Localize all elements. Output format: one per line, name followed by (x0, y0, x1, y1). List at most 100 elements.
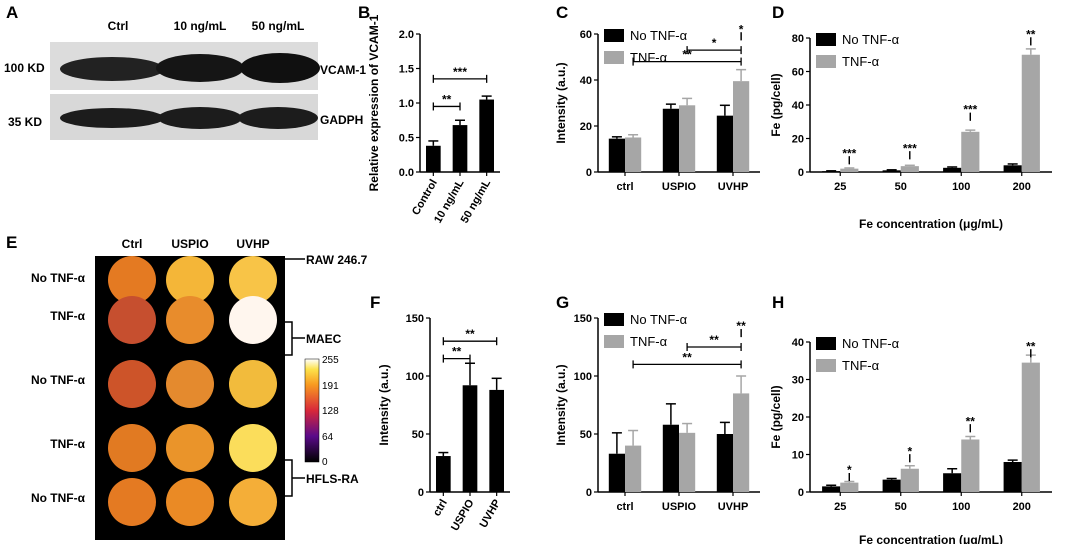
bar (900, 166, 919, 172)
y-tick-label: 20 (792, 134, 804, 146)
bar (625, 445, 642, 492)
x-tick-label: UVHP (718, 501, 749, 513)
significance-label: *** (963, 103, 977, 117)
bar (961, 439, 980, 492)
x-tick-label: ctrl (616, 181, 633, 193)
blot-band (238, 107, 318, 129)
colorbar-tick: 191 (322, 381, 339, 392)
bar (822, 486, 841, 492)
significance-label: ** (1026, 27, 1036, 41)
bar (733, 81, 750, 172)
legend-label: No TNF-α (842, 32, 900, 47)
bar (840, 482, 859, 492)
colorbar-tick: 64 (322, 432, 334, 443)
imaging-well (166, 360, 214, 408)
significance-label: ** (1026, 339, 1036, 353)
plate-row-label: No TNF-α (31, 271, 86, 285)
plate-row-label: No TNF-α (31, 491, 86, 505)
blot-lane-label: 50 ng/mL (252, 19, 305, 33)
bar (733, 393, 750, 492)
y-tick-label: 80 (792, 33, 804, 45)
group-bracket (284, 459, 293, 497)
x-axis-label: Fe concentration (μg/mL) (859, 217, 1003, 231)
group-bracket (284, 321, 293, 356)
x-tick-label: 25 (834, 181, 846, 193)
significance-label: ** (736, 319, 746, 333)
x-tick-label: 50 (895, 181, 907, 193)
y-tick-label: 0 (586, 167, 592, 179)
legend-swatch (604, 335, 624, 348)
bar (489, 389, 504, 492)
y-axis-label: Fe (pg/cell) (769, 73, 783, 136)
imaging-well (166, 478, 214, 526)
plate-row-label: TNF-α (50, 309, 85, 323)
imaging-well (229, 256, 277, 304)
bar (436, 456, 451, 492)
blot-band (158, 107, 242, 129)
significance-label: ** (465, 327, 475, 341)
blot-weight-label: 35 KD (8, 115, 42, 129)
x-tick-label: 200 (1013, 501, 1031, 513)
imaging-well (108, 424, 156, 472)
x-axis-label: Fe concentration (μg/mL) (859, 533, 1003, 544)
colorbar-tick: 0 (322, 457, 328, 468)
bar (426, 145, 441, 172)
bar (943, 473, 962, 492)
plate-column-label: UVHP (236, 237, 269, 251)
significance-label: *** (903, 141, 917, 155)
significance-label: * (712, 36, 717, 50)
y-tick-label: 150 (574, 313, 592, 325)
y-tick-label: 100 (574, 371, 592, 383)
significance-label: ** (682, 350, 692, 364)
bar (716, 115, 733, 172)
bar (608, 453, 625, 492)
blot-band (240, 53, 320, 83)
x-tick-label: 25 (834, 501, 846, 513)
significance-label: ** (966, 414, 976, 428)
x-tick-label: USPIO (449, 497, 477, 533)
significance-label: * (739, 22, 744, 36)
blot-band (60, 57, 164, 81)
group-label: RAW 246.7 (306, 253, 368, 267)
x-tick-label: UVHP (478, 497, 504, 529)
y-tick-label: 150 (406, 313, 424, 325)
plate-column-label: Ctrl (122, 237, 143, 251)
y-tick-label: 50 (412, 429, 424, 441)
blot-band (60, 108, 164, 128)
x-tick-label: 50 (895, 501, 907, 513)
significance-label: ** (452, 345, 462, 359)
bar (716, 434, 733, 492)
y-axis-label: Intensity (a.u.) (554, 62, 568, 143)
bar (608, 138, 625, 172)
y-axis-label: Intensity (a.u.) (554, 364, 568, 445)
legend-swatch (816, 55, 836, 68)
bar (822, 171, 841, 172)
x-tick-label: Control (410, 178, 440, 218)
y-tick-label: 100 (406, 371, 424, 383)
significance-label: * (847, 463, 852, 477)
legend-swatch (604, 51, 624, 64)
bar (840, 168, 859, 172)
legend-swatch (604, 29, 624, 42)
legend-label: TNF-α (842, 358, 880, 373)
panel-letter-b: B (358, 3, 370, 22)
blot-protein-label: GADPH (320, 113, 363, 127)
y-tick-label: 40 (580, 75, 592, 87)
bar (479, 99, 494, 172)
x-tick-label: USPIO (662, 181, 697, 193)
panel-letter-c: C (556, 3, 568, 22)
bar (462, 385, 478, 492)
blot-weight-label: 100 KD (4, 61, 45, 75)
imaging-well (229, 478, 277, 526)
bar (1003, 165, 1022, 172)
blot-band (156, 54, 244, 82)
bar (679, 432, 696, 492)
legend-swatch (816, 359, 836, 372)
colorbar-tick: 128 (322, 406, 339, 417)
imaging-well (166, 424, 214, 472)
bar (1021, 362, 1040, 492)
significance-label: ** (442, 92, 452, 106)
significance-label: ** (682, 48, 692, 62)
plate-row-label: No TNF-α (31, 373, 86, 387)
y-tick-label: 0 (586, 487, 592, 499)
